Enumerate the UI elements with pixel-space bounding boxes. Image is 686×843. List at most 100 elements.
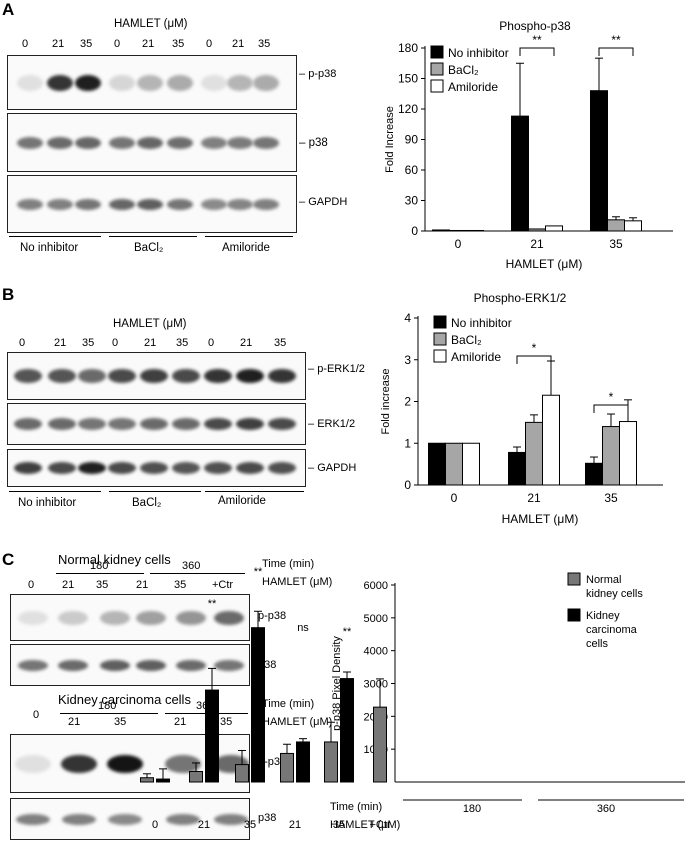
blot-band [140,418,168,430]
blot-band [204,462,232,474]
significance-bracket [516,355,552,364]
significance-label: ** [343,626,352,638]
blot-band [227,74,253,91]
bar [462,442,480,486]
blot-c-carcinoma-lane-0: 0 [33,709,40,721]
blot-band [14,418,42,430]
y-axis-label: Fold Increase [384,106,396,173]
blot-c-normal-lane-0: 0 [28,579,35,591]
panel-letter-b: B [2,285,15,304]
y-axis-label: Fold increase [380,368,392,434]
blot-b-hamlet-title: HAMLET (μM) [113,318,187,330]
blot-b-group-bacl2: BaCl₂ [132,497,162,509]
blot-band [140,462,168,474]
blot-c-normal-line-360 [150,573,245,574]
bar [432,229,450,232]
bar [528,228,546,232]
blot-band [136,610,166,625]
blot-band [109,136,135,149]
y-tick-label: 0 [404,478,411,492]
bar [373,706,387,783]
blot-band [48,418,76,430]
x-tick-label: 21 [198,819,210,831]
blot-b-group-line-1 [9,491,101,492]
bar [585,462,603,486]
blot-band [253,136,279,149]
lane-label: 21 [68,716,81,728]
significance-bracket [519,47,555,56]
y-tick-label: 4 [404,311,411,325]
chart-title: Phospho-ERK1/2 [474,291,567,305]
blot-c-carcinoma-time-180: 180 [98,700,117,712]
blot-band [108,462,136,474]
bar [428,442,446,486]
blot-c-carcinoma-label-pp38: p-p38 [258,756,287,768]
blot-band [14,369,42,383]
blot-band [172,418,200,430]
y-tick-label: 120 [398,102,418,116]
blot-b-group-line-3 [205,491,304,492]
blot-band [166,813,200,825]
blot-band [176,610,206,625]
lane-label: 0 [112,337,119,349]
legend-swatch [567,572,581,586]
blot-band [78,462,106,474]
lane-label: 21 [136,579,149,591]
bar [445,442,463,486]
bar [508,451,526,486]
blot-c-normal-time-label: Time (min) [262,558,315,570]
blot-a-p38 [7,113,297,172]
blot-band [78,418,106,430]
lane-label: 0 [22,38,29,50]
blot-b-perk [7,352,306,400]
bar [140,777,154,783]
blot-band [17,198,43,210]
blot-b-gapdh [7,449,306,487]
blot-band [201,136,227,149]
blot-band [214,813,248,825]
blot-a-group-line-2 [109,236,197,237]
lane-label: 21 [174,716,187,728]
blot-band [167,198,193,210]
lane-label: 35 [82,337,95,349]
blot-band [58,659,88,671]
blot-a-group-line-1 [9,236,101,237]
chart-pixel-density: 100020003000400050006000021352135+Ctr***… [140,566,685,831]
blot-band [137,198,163,210]
bar [340,678,354,783]
x-tick-label: +Ctr [369,819,390,831]
y-tick-label: 30 [405,194,419,208]
lane-label: 0 [19,337,26,349]
blot-a-gapdh [7,175,297,233]
blot-band [107,754,143,773]
lane-label: 0 [114,38,121,50]
blot-a-group-line-3 [205,236,293,237]
blot-band [167,74,193,91]
blot-c-carcinoma-line-180 [60,713,158,714]
lane-label: 35 [174,579,187,591]
blot-band [17,136,43,149]
lane-label: 21 [142,38,155,50]
bar [590,90,608,232]
lane-label: 0 [208,337,215,349]
blot-band [58,610,88,625]
legend-label: carcinoma [586,624,638,636]
blot-c-carcinoma-label-p38: p38 [258,812,277,824]
legend-label: Kidney [586,610,620,622]
significance-bracket [598,47,634,56]
blot-band [15,754,51,773]
bar [542,394,560,486]
blot-a-group-bacl2: BaCl₂ [134,242,164,254]
blot-band [268,418,296,430]
significance-label: ** [611,33,621,47]
blot-band [75,198,101,210]
blot-band [47,198,73,210]
blot-a-pp38 [7,55,297,110]
blot-c-normal-pp38 [10,594,250,641]
bar [251,627,265,783]
x-tick-label: 35 [609,237,623,251]
legend-swatch [430,62,444,76]
blot-a-group-no-inhibitor: No inhibitor [20,242,79,254]
significance-label: * [609,390,614,404]
blot-band [18,610,48,625]
